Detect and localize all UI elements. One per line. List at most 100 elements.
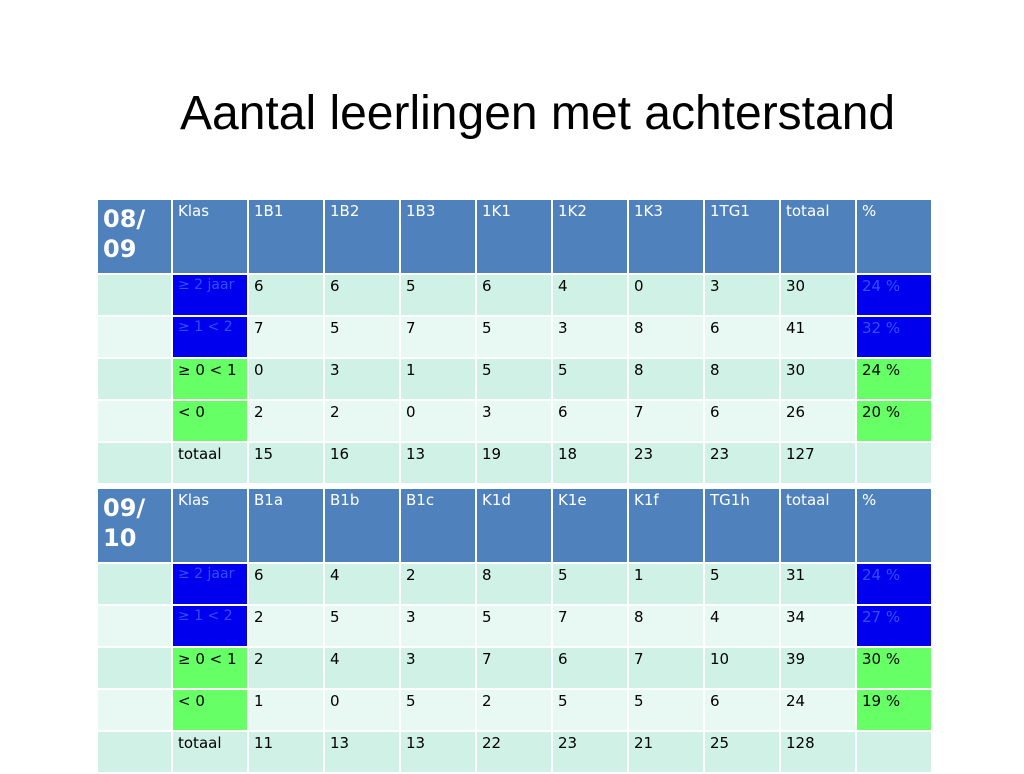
school-year-label: 08/ 09 [96,198,173,275]
count-cell: 18 [551,441,629,485]
row-spacer-cell [96,399,173,443]
count-cell: 4 [703,604,781,648]
row-total-cell: 128 [779,730,857,774]
count-cell: 16 [323,441,401,485]
count-cell: 25 [703,730,781,774]
row-total-cell: 26 [779,399,857,443]
count-cell: 5 [551,688,629,732]
count-cell: 2 [323,399,401,443]
column-header: K1f [627,487,705,564]
column-header: totaal [779,198,857,275]
count-cell: 7 [627,399,705,443]
count-cell: 7 [627,646,705,690]
column-header-klas: Klas [171,487,249,564]
count-cell: 3 [323,357,401,401]
percentage-cell: 24 % [855,562,933,606]
count-cell: 11 [247,730,325,774]
percentage-cell: 20 % [855,399,933,443]
count-cell: 4 [323,646,401,690]
row-category-label: ≥ 2 jaar [171,273,249,317]
count-cell: 2 [399,562,477,606]
column-header-klas: Klas [171,198,249,275]
count-cell: 8 [627,357,705,401]
column-header: 1B2 [323,198,401,275]
count-cell: 6 [551,399,629,443]
count-cell: 23 [703,441,781,485]
row-total-cell: 39 [779,646,857,690]
column-header: B1c [399,487,477,564]
count-cell: 5 [323,315,401,359]
slide-title: Aantal leerlingen met achterstand [180,87,896,140]
column-header: % [855,487,933,564]
percentage-cell: 24 % [855,357,933,401]
count-cell: 6 [247,273,325,317]
count-cell: 1 [247,688,325,732]
count-cell: 2 [247,399,325,443]
count-cell: 5 [475,357,553,401]
count-cell: 21 [627,730,705,774]
table-row: < 0 2 2 0 3 6 7 6 26 20 % [96,399,933,443]
table-row: ≥ 0 < 1 2 4 3 7 6 7 10 39 30 % [96,646,933,690]
row-category-label: ≥ 0 < 1 [171,646,249,690]
count-cell: 13 [323,730,401,774]
count-cell: 3 [475,399,553,443]
row-spacer-cell [96,315,173,359]
row-category-label: ≥ 1 < 2 [171,315,249,359]
column-header: totaal [779,487,857,564]
row-category-label: totaal [171,730,249,774]
row-spacer-cell [96,273,173,317]
count-cell: 8 [627,315,705,359]
percentage-cell: 30 % [855,646,933,690]
table-row: ≥ 2 jaar 6 6 5 6 4 0 3 30 24 % [96,273,933,317]
count-cell: 5 [399,273,477,317]
row-category-label: < 0 [171,399,249,443]
row-category-label: totaal [171,441,249,485]
count-cell: 4 [551,273,629,317]
column-header: 1K2 [551,198,629,275]
table-row: ≥ 1 < 2 2 5 3 5 7 8 4 34 27 % [96,604,933,648]
row-category-label: ≥ 2 jaar [171,562,249,606]
count-cell: 3 [551,315,629,359]
column-header: B1b [323,487,401,564]
count-cell: 6 [703,688,781,732]
count-cell: 6 [703,399,781,443]
percentage-cell: 24 % [855,273,933,317]
row-total-cell: 31 [779,562,857,606]
count-cell: 6 [551,646,629,690]
row-spacer-cell [96,688,173,732]
count-cell: 7 [475,646,553,690]
row-spacer-cell [96,562,173,606]
row-spacer-cell [96,441,173,485]
row-total-cell: 24 [779,688,857,732]
row-category-label: ≥ 1 < 2 [171,604,249,648]
table-row: totaal 11 13 13 22 23 21 25 128 [96,730,933,774]
percentage-cell [855,441,933,485]
table-row: totaal 15 16 13 19 18 23 23 127 [96,441,933,485]
percentage-cell [855,730,933,774]
count-cell: 3 [399,646,477,690]
count-cell: 10 [703,646,781,690]
row-spacer-cell [96,604,173,648]
percentage-cell: 27 % [855,604,933,648]
count-cell: 6 [475,273,553,317]
count-cell: 5 [475,604,553,648]
table-row: ≥ 0 < 1 0 3 1 5 5 8 8 30 24 % [96,357,933,401]
count-cell: 0 [627,273,705,317]
column-header: 1B1 [247,198,325,275]
count-cell: 7 [551,604,629,648]
count-cell: 5 [399,688,477,732]
count-cell: 1 [399,357,477,401]
count-cell: 1 [627,562,705,606]
row-spacer-cell [96,357,173,401]
count-cell: 5 [551,357,629,401]
count-cell: 13 [399,730,477,774]
column-header: TG1h [703,487,781,564]
count-cell: 15 [247,441,325,485]
count-cell: 3 [703,273,781,317]
count-cell: 8 [703,357,781,401]
count-cell: 23 [627,441,705,485]
column-header: K1d [475,487,553,564]
count-cell: 2 [475,688,553,732]
count-cell: 5 [475,315,553,359]
count-cell: 2 [247,646,325,690]
